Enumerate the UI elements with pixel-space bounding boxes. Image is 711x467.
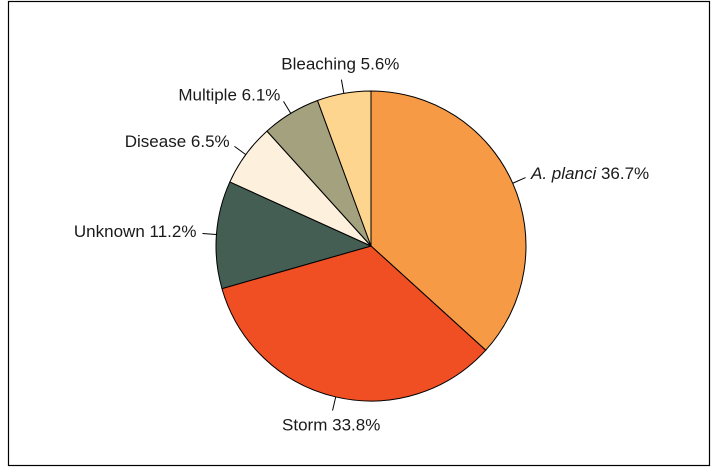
category-label: Bleaching [281,55,356,74]
pie-slice [370,90,527,351]
value-label: 6.5% [191,132,230,151]
pie-slice [215,181,373,290]
slice-label: Bleaching 5.6% [281,55,399,74]
category-label: Multiple [178,86,237,105]
value-label: 6.1% [242,86,281,105]
leader-line [234,145,247,156]
leader-line [340,79,345,94]
value-label: 5.6% [361,55,400,74]
leader-line [202,233,217,236]
category-label: A. planci [530,165,597,184]
slice-label: Disease 6.5% [125,132,230,151]
category-label: Unknown [74,223,145,242]
category-label: Storm [282,416,327,435]
leader-line [332,396,337,411]
value-label: 11.2% [150,223,197,242]
frame [7,0,711,467]
category-label: Disease [125,132,186,151]
value-label: 36.7% [601,165,649,184]
slice-label: A. planci 36.7% [530,165,649,184]
slice-label: Multiple 6.1% [178,86,280,105]
slice-label: Storm 33.8% [282,416,380,435]
slice-label: Unknown 11.2% [74,223,197,242]
leader-line [512,177,526,184]
leader-line [283,101,292,114]
value-label: 33.8% [332,416,380,435]
